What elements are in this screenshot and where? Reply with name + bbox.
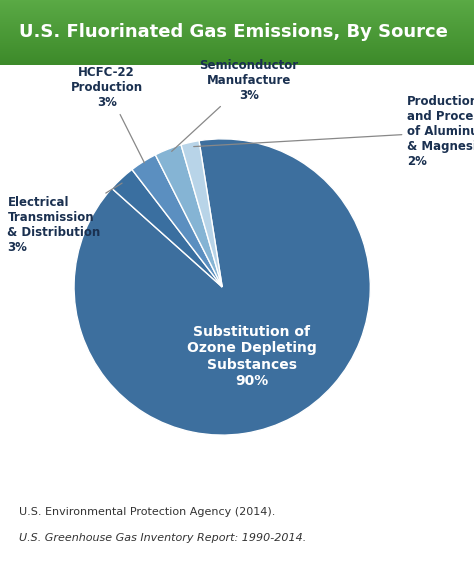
Text: Substitution of
Ozone Depleting
Substances
90%: Substitution of Ozone Depleting Substanc… [187, 325, 317, 388]
Wedge shape [112, 169, 222, 287]
Text: Production
and Processing
of Aluminum
& Magnesium
2%: Production and Processing of Aluminum & … [194, 95, 474, 168]
Text: HCFC-22
Production
3%: HCFC-22 Production 3% [71, 66, 145, 163]
Wedge shape [74, 139, 370, 435]
Text: Semiconductor
Manufacture
3%: Semiconductor Manufacture 3% [172, 59, 299, 151]
Wedge shape [132, 155, 222, 287]
Wedge shape [155, 145, 222, 287]
Text: U.S. Environmental Protection Agency (2014).: U.S. Environmental Protection Agency (20… [19, 507, 275, 517]
Text: U.S. Greenhouse Gas Inventory Report: 1990-2014.: U.S. Greenhouse Gas Inventory Report: 19… [19, 533, 306, 543]
Text: U.S. Fluorinated Gas Emissions, By Source: U.S. Fluorinated Gas Emissions, By Sourc… [19, 24, 448, 41]
Wedge shape [181, 141, 222, 287]
Text: Electrical
Transmission
& Distribution
3%: Electrical Transmission & Distribution 3… [8, 183, 122, 254]
